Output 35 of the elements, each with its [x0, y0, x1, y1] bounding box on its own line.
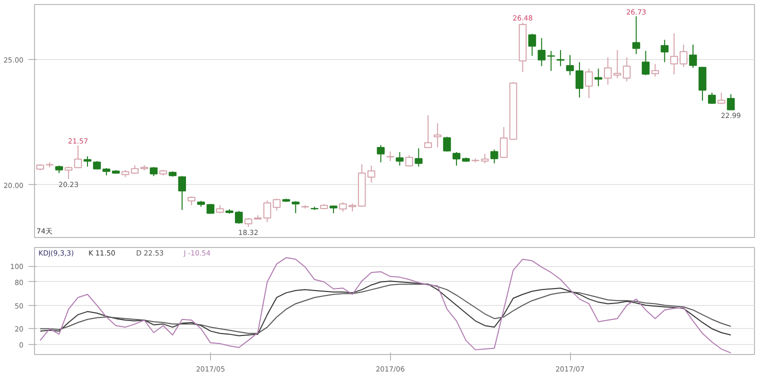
candlestick	[642, 50, 650, 76]
candlestick	[424, 114, 432, 148]
candlestick	[480, 153, 489, 164]
candlestick	[272, 198, 281, 212]
candlestick	[717, 92, 726, 104]
line-series	[40, 257, 732, 354]
candlestick	[244, 217, 252, 228]
candlestick	[443, 136, 451, 152]
candlestick	[632, 16, 640, 55]
candlestick	[74, 145, 82, 169]
candlestick	[396, 152, 404, 166]
candlestick	[585, 68, 593, 99]
candlestick	[538, 38, 546, 67]
candlestick	[178, 176, 186, 210]
candlestick	[660, 39, 669, 63]
candlestick	[292, 200, 300, 214]
candlestick	[386, 151, 394, 162]
candlestick	[528, 33, 536, 56]
candlestick	[64, 166, 72, 180]
candlestick	[263, 200, 272, 223]
candlestick	[490, 149, 498, 164]
candlestick	[150, 166, 158, 177]
candlestick	[726, 94, 735, 110]
candlestick	[651, 63, 660, 78]
candlestick	[594, 68, 602, 87]
candlestick	[622, 56, 631, 82]
candlestick	[689, 44, 697, 68]
candlestick	[698, 66, 706, 102]
candlestick	[434, 122, 442, 148]
candlestick	[556, 50, 564, 67]
candlestick	[500, 126, 508, 158]
candlestick	[414, 148, 423, 168]
candlestick	[708, 92, 716, 104]
candlestick	[84, 156, 92, 168]
candlestick	[376, 144, 385, 163]
